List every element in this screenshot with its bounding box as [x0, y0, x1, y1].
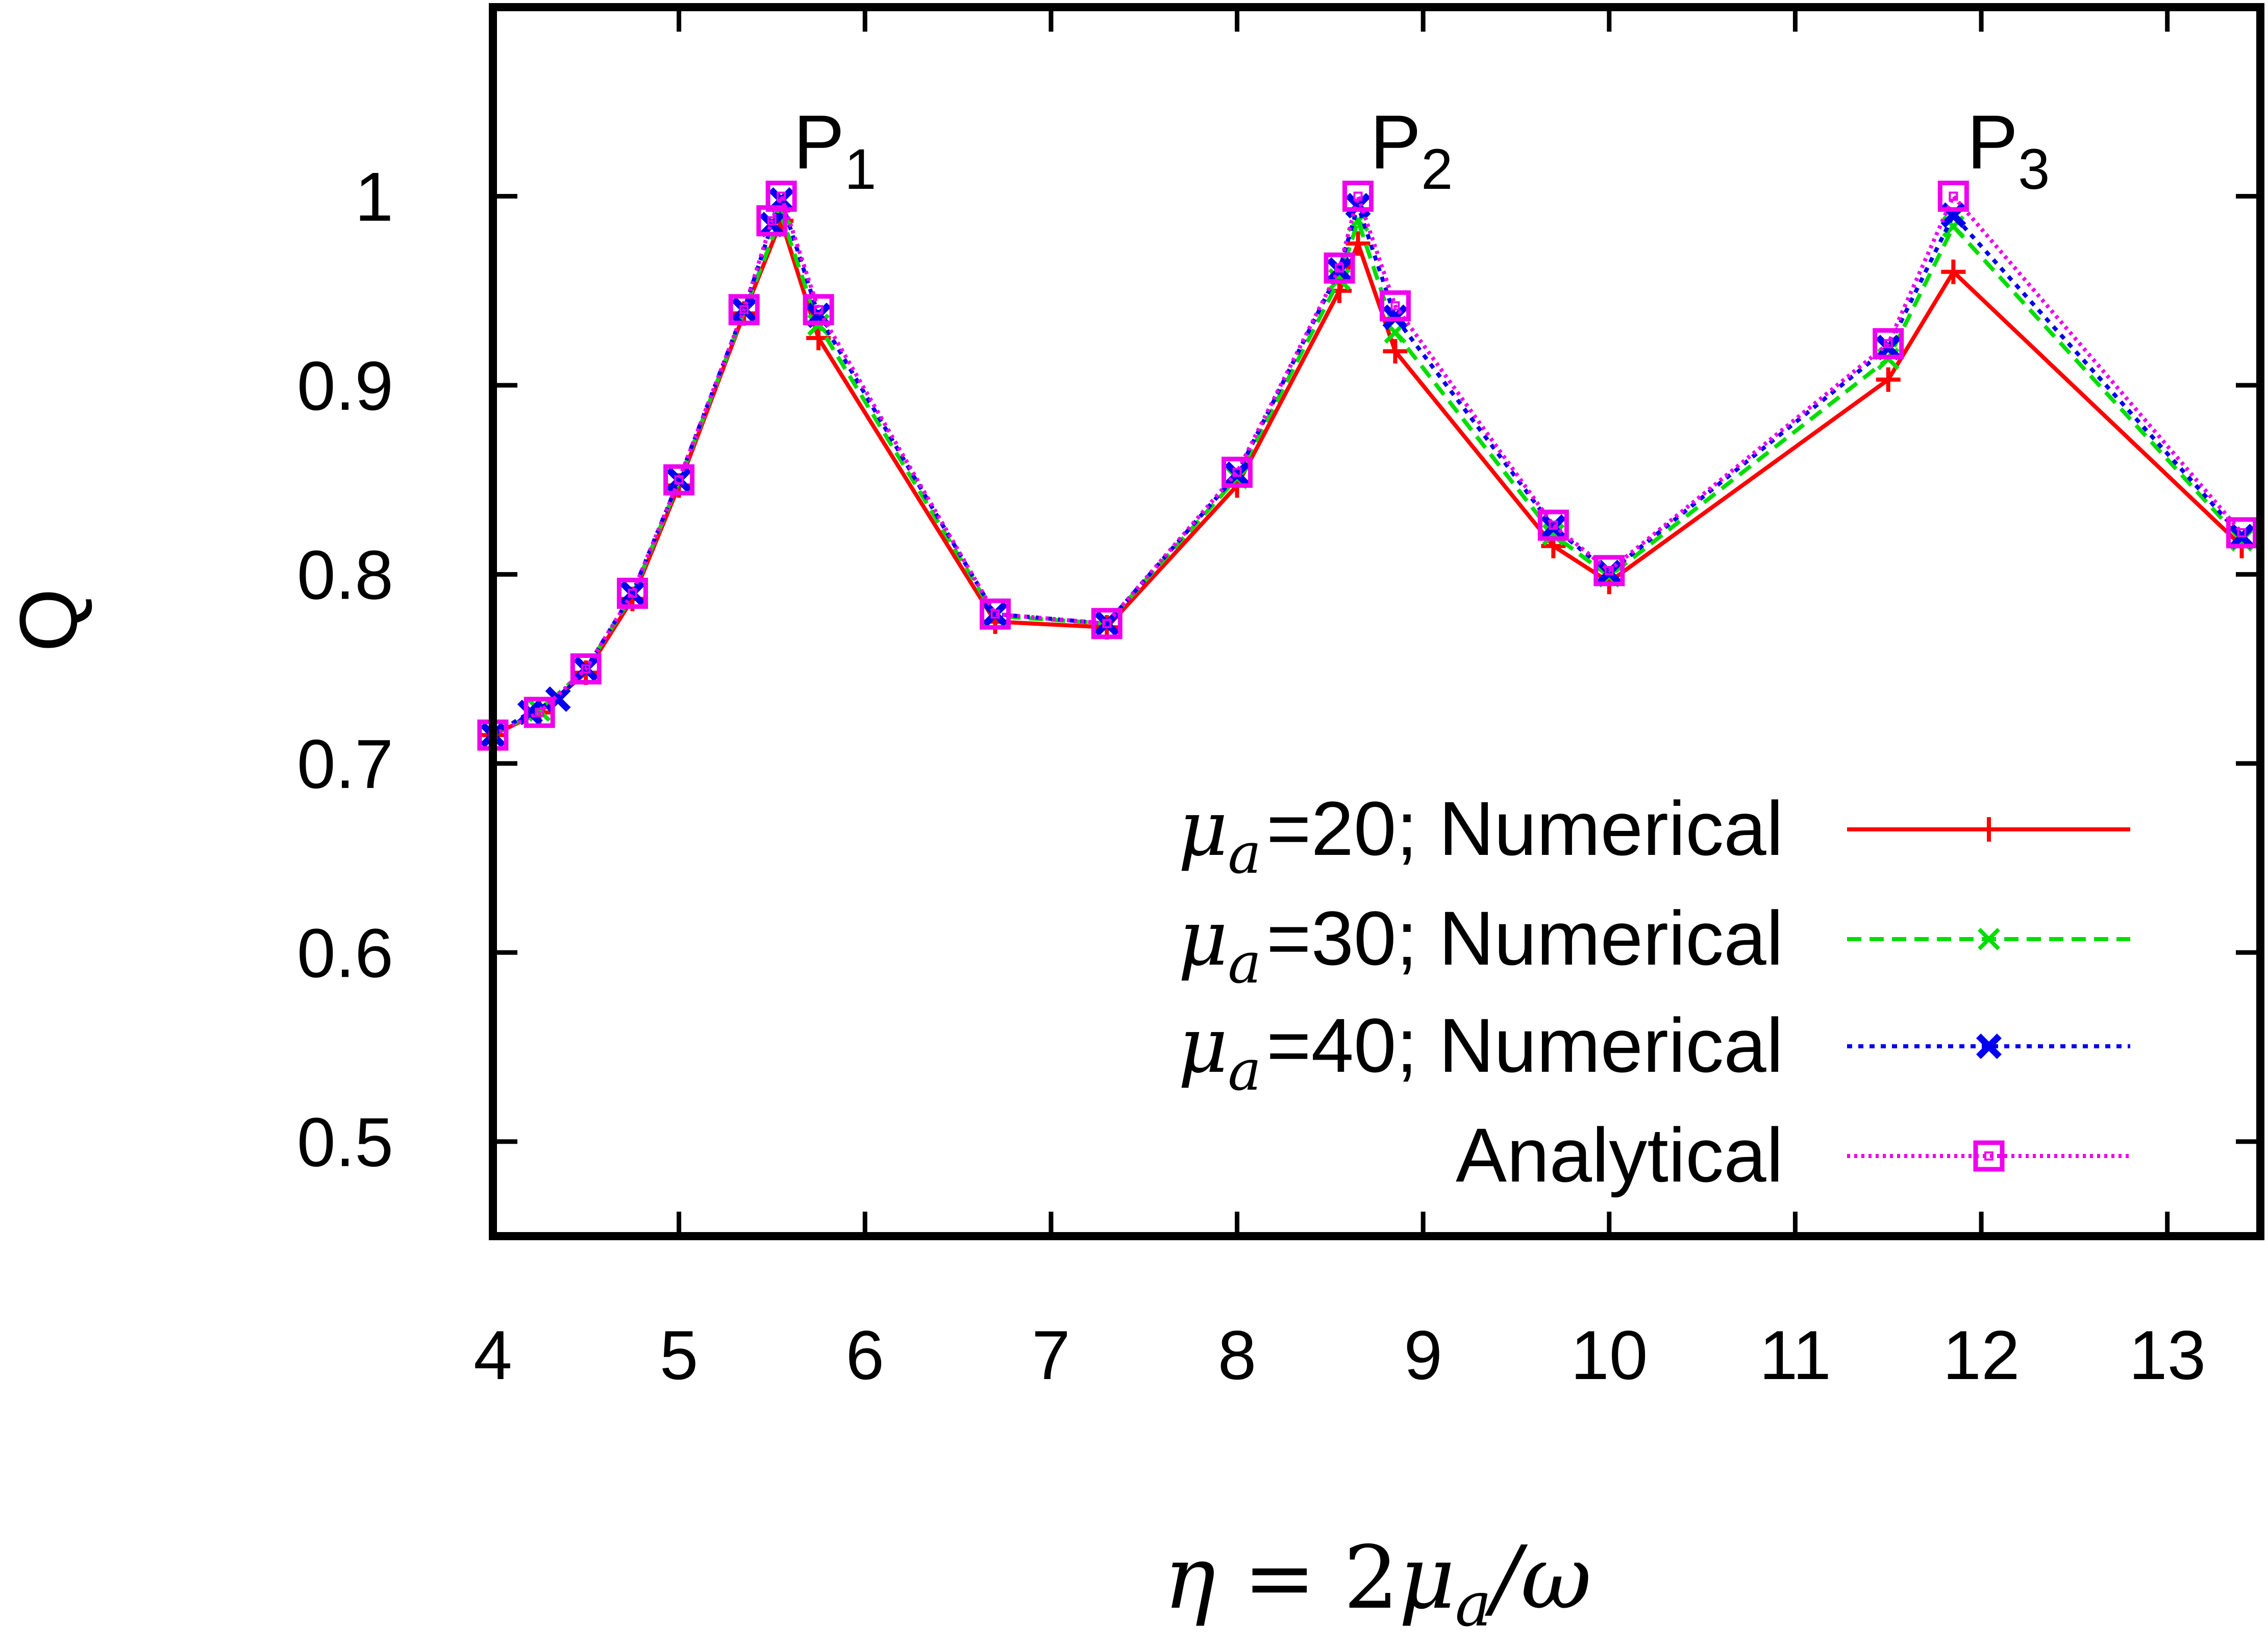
series-4-point-inner: [1549, 521, 1558, 530]
x-tick-label: 13: [2129, 1316, 2206, 1394]
series-4-point-inner: [628, 588, 637, 598]
axes-layer: 4 5 6 7 8 9 10 11 12 13 0.5 0.6 0.7 0.8 0.9 1: [297, 3, 2264, 1394]
series-4-point-inner: [1353, 191, 1363, 201]
y-tick-label: 0.5: [297, 1103, 393, 1181]
x-tick-label: 10: [1571, 1316, 1648, 1394]
series-4-point-inner: [1232, 468, 1242, 477]
x-tick-label: 12: [1942, 1316, 2020, 1394]
x-tick-label: 9: [1404, 1316, 1442, 1394]
y-tick-label: 0.7: [297, 725, 393, 803]
series-1-point: [1876, 367, 1901, 392]
x-axis-label-eta: η: [1164, 1528, 1216, 1629]
series-2-point: [1542, 523, 1565, 546]
legend-marker-inner: [1984, 1151, 1993, 1161]
series-4-point: [1222, 456, 1253, 488]
y-tick-label: 1: [355, 158, 393, 235]
series-4-point: [2226, 517, 2258, 549]
series-4-point-inner: [1604, 566, 1614, 575]
x-axis-label: η = 2μa/ω: [1164, 1528, 1591, 1640]
series-4-point: [980, 598, 1011, 630]
series-4-point-inner: [1883, 339, 1893, 349]
y-tick-label: 0.9: [297, 347, 393, 425]
series-layer: [477, 180, 2258, 751]
series-4-point-inner: [814, 305, 824, 314]
series-4-point-inner: [990, 609, 1000, 619]
series-4-point-inner: [535, 707, 544, 717]
series-4-point-inner: [777, 191, 786, 201]
series-4-point: [616, 577, 648, 609]
legend-marker: [1977, 927, 2001, 951]
peak-label-p1: P1: [793, 99, 876, 201]
series-4-point: [1593, 555, 1625, 586]
legend-entry-1: μa=20; Numerical: [1178, 784, 2130, 886]
series-4-point-inner: [1390, 301, 1400, 311]
x-tick-label: 8: [1218, 1316, 1257, 1394]
series-4-point: [1324, 252, 1355, 284]
series-4-line: [492, 194, 2244, 737]
legend-label: μa=30; Numerical: [1178, 894, 1783, 996]
legend-entry-4: Analytical: [1456, 1112, 2130, 1198]
series-4-point-inner: [1949, 191, 1958, 201]
series-4-point: [803, 294, 834, 326]
series-4-point: [1537, 509, 1569, 541]
legend-marker: [1977, 817, 2001, 842]
x-tick-label: 6: [845, 1316, 884, 1394]
peak-label-p2: P2: [1370, 99, 1453, 201]
series-3-point: [1094, 610, 1120, 636]
series-4-point-inner: [2237, 528, 2247, 537]
legend-marker: [1976, 1034, 2002, 1059]
labels-layer: Qη = 2μa/ω P1 P2 P3: [3, 99, 2050, 1640]
y-tick-label: 0.8: [297, 536, 393, 613]
legend-label: Analytical: [1456, 1112, 1783, 1198]
x-tick-label: 4: [473, 1316, 512, 1394]
legend-label: μa=40; Numerical: [1178, 1001, 1783, 1103]
series-4-point: [1873, 328, 1904, 359]
series-4-point: [765, 180, 797, 212]
peak-label-p3: P3: [1967, 99, 2050, 201]
series-4-point-inner: [674, 475, 684, 485]
series-1-point: [1383, 339, 1408, 364]
legend-entry-3: μa=40; Numerical: [1178, 1001, 2130, 1103]
series-1-point: [1345, 231, 1370, 256]
series-4-point: [1342, 180, 1374, 212]
series-4-point: [663, 464, 695, 496]
series-3-point: [619, 580, 645, 606]
series-4-point: [524, 697, 555, 728]
series-4-point-inner: [581, 664, 591, 674]
legend-marker: [1973, 1140, 2005, 1172]
series-1-point: [1941, 259, 1966, 284]
series-4-point: [570, 653, 602, 685]
series-3-point: [982, 601, 1008, 627]
legend-entry-2: μa=30; Numerical: [1178, 894, 2130, 996]
series-3-point: [517, 699, 543, 725]
series-4-point-inner: [767, 216, 777, 226]
series-4-point: [1379, 290, 1411, 322]
series-4-point-inner: [1335, 263, 1344, 273]
x-tick-label: 5: [660, 1316, 699, 1394]
y-axis-label: Q: [3, 588, 94, 652]
x-tick-label: 11: [1759, 1316, 1831, 1394]
series-4-point: [728, 294, 760, 326]
y-tick-label: 0.6: [297, 914, 393, 992]
series-4-point-inner: [739, 305, 749, 314]
series-4-point-inner: [1102, 619, 1112, 628]
series-4-point: [1937, 180, 1969, 212]
series-4-point: [1091, 608, 1123, 640]
plot-frame: [489, 3, 2264, 1240]
x-tick-label: 7: [1032, 1316, 1070, 1394]
series-3-point: [666, 467, 692, 493]
series-4: [477, 180, 2258, 751]
legend-label: μa=20; Numerical: [1178, 784, 1783, 886]
